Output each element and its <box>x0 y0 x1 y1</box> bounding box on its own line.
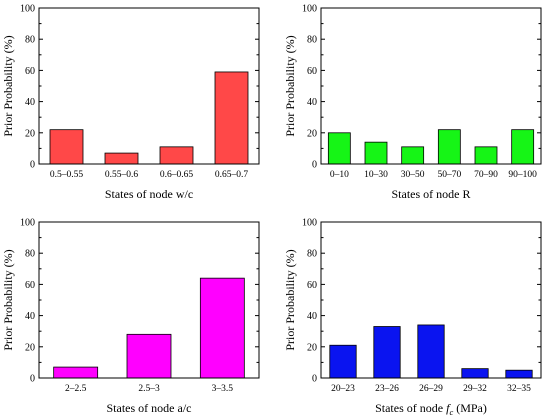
x-tick-label: 10–30 <box>364 170 388 180</box>
x-tick-label: 90–100 <box>508 170 537 180</box>
y-tick-label: 20 <box>25 342 35 353</box>
bar <box>474 146 498 165</box>
x-axis-label: States of node w/c <box>105 187 193 201</box>
bar <box>364 141 388 165</box>
y-tick-label: 20 <box>307 128 317 139</box>
x-tick-label: 2–2.5 <box>65 384 87 394</box>
x-tick-label: 29–32 <box>463 384 487 394</box>
bar <box>199 277 245 379</box>
x-axis-label-unit: (MPa) <box>453 401 487 415</box>
y-tick-label: 80 <box>25 35 35 46</box>
x-tick-label: 0.65–0.7 <box>215 170 249 180</box>
y-tick-label: 40 <box>307 97 317 108</box>
y-axis-label: Prior Probability (%) <box>1 249 15 350</box>
x-tick-label: 50–70 <box>437 170 461 180</box>
bar <box>126 333 172 379</box>
y-tick-label: 0 <box>30 160 35 171</box>
y-tick-label: 0 <box>312 160 317 171</box>
bar <box>329 344 357 379</box>
y-tick-label: 100 <box>302 4 317 15</box>
y-tick-label: 80 <box>307 249 317 260</box>
y-tick-label: 100 <box>302 218 317 229</box>
bar <box>373 326 401 379</box>
x-tick-label: 23–26 <box>375 384 399 394</box>
bar <box>511 129 535 165</box>
x-tick-label: 30–50 <box>401 170 425 180</box>
bar <box>327 132 351 165</box>
y-axis-label: Prior Probability (%) <box>283 249 297 350</box>
y-tick-label: 60 <box>307 66 317 77</box>
y-tick-label: 60 <box>307 280 317 291</box>
y-tick-label: 20 <box>25 128 35 139</box>
y-tick-label: 60 <box>25 66 35 77</box>
y-tick-label: 40 <box>25 97 35 108</box>
bar <box>53 366 99 379</box>
chart-panel-3: 0 20 40 60 80 100 2–2.5 2.5–3 3–3.5 Prior Probabi… <box>1 218 260 415</box>
chart-panel-2: 0 20 40 60 80 100 0–10 10–30 30–50 50–70 70–90 90–1… <box>283 4 542 201</box>
x-tick-label: 2.5–3 <box>138 384 160 394</box>
bar <box>417 324 445 379</box>
x-tick-label: 0.6–0.65 <box>160 170 194 180</box>
y-tick-label: 80 <box>307 35 317 46</box>
y-tick-label: 20 <box>307 342 317 353</box>
bar <box>214 71 249 165</box>
bar <box>505 369 533 379</box>
chart-panel-1: 0 20 40 60 80 100 0.5–0.55 0.55–0.6 0.6–0.65 0.65… <box>1 4 260 201</box>
x-axis-label-text: States of node <box>375 401 446 415</box>
bar <box>159 146 194 165</box>
x-tick-label: 0.5–0.55 <box>50 170 84 180</box>
x-axis-label-subscript: c <box>449 407 453 417</box>
x-tick-label: 32–35 <box>507 384 531 394</box>
x-axis-label: States of node a/c <box>107 401 192 415</box>
y-axis-label: Prior Probability (%) <box>283 35 297 136</box>
x-tick-label: 70–90 <box>474 170 498 180</box>
y-tick-label: 40 <box>307 311 317 322</box>
x-tick-label: 26–29 <box>419 384 443 394</box>
x-tick-label: 0–10 <box>330 170 349 180</box>
bar <box>104 152 139 165</box>
x-axis-label: States of node R <box>392 187 471 201</box>
y-tick-label: 60 <box>25 280 35 291</box>
x-axis-label: States of node fc (MPa) <box>375 401 487 417</box>
x-tick-label: 3–3.5 <box>212 384 234 394</box>
bar <box>461 368 489 379</box>
x-tick-label: 0.55–0.6 <box>105 170 139 180</box>
y-tick-label: 40 <box>25 311 35 322</box>
x-tick-label: 20–23 <box>331 384 355 394</box>
bar <box>401 146 425 165</box>
plot-frame <box>320 7 542 165</box>
y-tick-label: 0 <box>30 374 35 385</box>
bar <box>49 129 84 165</box>
y-tick-label: 100 <box>20 4 35 15</box>
bar <box>437 129 461 165</box>
y-axis-label: Prior Probability (%) <box>1 35 15 136</box>
y-tick-label: 80 <box>25 249 35 260</box>
y-tick-label: 100 <box>20 218 35 229</box>
y-tick-label: 0 <box>312 374 317 385</box>
chart-panel-4: 0 20 40 60 80 100 20–23 23–26 26–29 29–32 32–35 Pri… <box>283 218 542 417</box>
x-axis-label-symbol: f <box>446 401 451 415</box>
